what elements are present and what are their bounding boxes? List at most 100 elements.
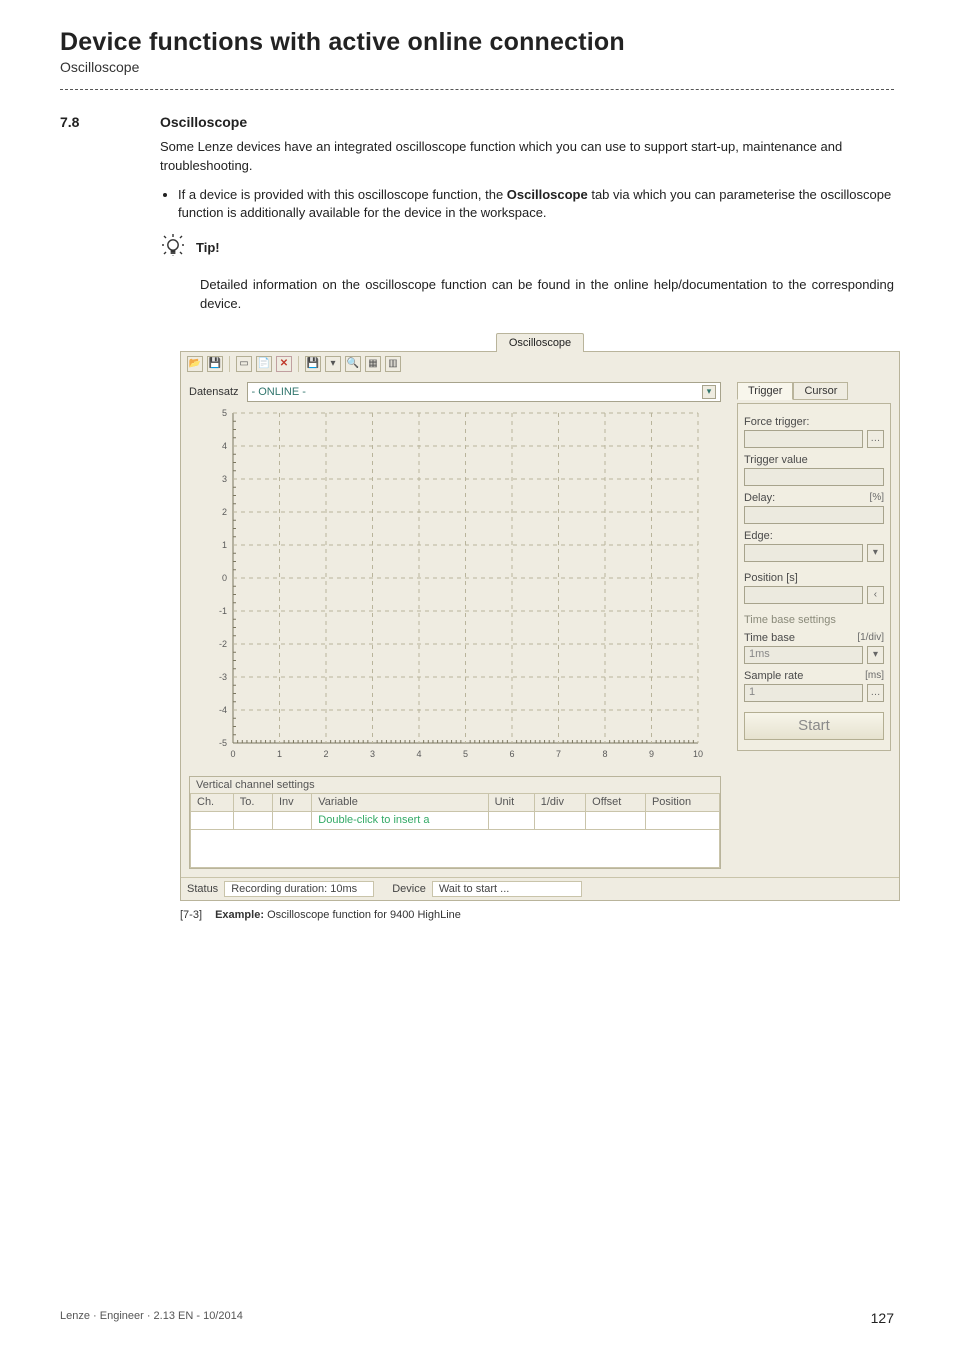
caption-label: Example: xyxy=(215,909,264,921)
save-icon[interactable]: 💾 xyxy=(207,356,223,372)
copy-icon[interactable]: 📄 xyxy=(256,356,272,372)
page-title: Device functions with active online conn… xyxy=(60,28,894,57)
timebase-input[interactable]: 1ms xyxy=(744,646,863,664)
timebase-label: Time base xyxy=(744,632,795,644)
status-label: Status xyxy=(187,883,218,895)
svg-text:-4: -4 xyxy=(219,705,227,715)
edge-dropdown-button[interactable]: ▾ xyxy=(867,544,884,562)
tab-oscilloscope[interactable]: Oscilloscope xyxy=(496,333,584,352)
samplerate-unit: [ms] xyxy=(865,670,884,682)
svg-text:-5: -5 xyxy=(219,738,227,748)
toolbar: 📂💾▭📄✕💾▾🔍▦▥ xyxy=(181,352,899,376)
tip-text: Detailed information on the oscilloscope… xyxy=(200,276,894,314)
svg-text:6: 6 xyxy=(509,749,514,759)
timebase-dropdown-button[interactable]: ▾ xyxy=(867,646,884,664)
divider xyxy=(60,89,894,90)
vch-col-unit: Unit xyxy=(488,793,534,811)
vertical-channel-settings: Vertical channel settings Ch.To.InvVaria… xyxy=(189,776,721,869)
svg-text:-1: -1 xyxy=(219,606,227,616)
start-button[interactable]: Start xyxy=(744,712,884,740)
svg-text:10: 10 xyxy=(693,749,703,759)
new-icon[interactable]: ▭ xyxy=(236,356,252,372)
edge-label: Edge: xyxy=(744,530,773,542)
svg-text:0: 0 xyxy=(230,749,235,759)
datensatz-value: - ONLINE - xyxy=(252,386,306,398)
timebase-unit: [1/div] xyxy=(857,632,884,644)
zoom-icon[interactable]: 🔍 xyxy=(345,356,361,372)
svg-text:5: 5 xyxy=(463,749,468,759)
samplerate-button[interactable]: … xyxy=(867,684,884,702)
position-label: Position [s] xyxy=(744,572,798,584)
vch-col-position: Position xyxy=(645,793,719,811)
timebase-section-title: Time base settings xyxy=(744,614,884,626)
caption-text-value: Oscilloscope function for 9400 HighLine xyxy=(267,909,461,921)
device-value: Wait to start ... xyxy=(432,881,582,897)
chevron-down-icon: ▾ xyxy=(702,385,716,399)
bullet-1-pre: If a device is provided with this oscill… xyxy=(178,187,507,202)
svg-text:7: 7 xyxy=(556,749,561,759)
vch-col-variable: Variable xyxy=(312,793,488,811)
svg-text:2: 2 xyxy=(323,749,328,759)
section-title: Oscilloscope xyxy=(160,114,247,130)
svg-text:5: 5 xyxy=(222,408,227,418)
svg-text:1: 1 xyxy=(222,540,227,550)
caption-tag: [7-3] xyxy=(180,909,202,921)
svg-text:3: 3 xyxy=(370,749,375,759)
footer-left: Lenze · Engineer · 2.13 EN - 10/2014 xyxy=(60,1310,243,1326)
oscilloscope-plot: -5 -4 -3 -2 -1 0 1 2 3 4 5 0 1 2 3 4 5 6 7 8 9 10 xyxy=(203,408,703,768)
datensatz-label: Datensatz xyxy=(189,386,239,398)
svg-text:-2: -2 xyxy=(219,639,227,649)
tab-trigger[interactable]: Trigger xyxy=(737,382,793,400)
vch-col-ch: Ch. xyxy=(191,793,234,811)
page-subtitle: Oscilloscope xyxy=(60,59,894,75)
page-number: 127 xyxy=(871,1310,894,1326)
trigger-value-label: Trigger value xyxy=(744,454,808,466)
svg-text:9: 9 xyxy=(649,749,654,759)
force-trigger-button[interactable]: … xyxy=(867,430,884,448)
position-input[interactable] xyxy=(744,586,863,604)
force-trigger-input[interactable] xyxy=(744,430,863,448)
device-label: Device xyxy=(392,883,426,895)
trigger-panel: Force trigger: … Trigger value Delay: [%]… xyxy=(737,403,891,751)
vch-col-inv: Inv xyxy=(273,793,312,811)
svg-text:4: 4 xyxy=(416,749,421,759)
svg-text:-3: -3 xyxy=(219,672,227,682)
open-icon[interactable]: 📂 xyxy=(187,356,203,372)
tip-icon xyxy=(160,232,186,263)
intro-paragraph: Some Lenze devices have an integrated os… xyxy=(160,138,894,176)
edge-input[interactable] xyxy=(744,544,863,562)
bullet-1-bold: Oscilloscope xyxy=(507,187,588,202)
tip-label: Tip! xyxy=(196,240,220,255)
grid-icon[interactable]: ▦ xyxy=(365,356,381,372)
svg-text:1: 1 xyxy=(277,749,282,759)
datensatz-select[interactable]: - ONLINE - ▾ xyxy=(247,382,721,402)
force-trigger-label: Force trigger: xyxy=(744,416,809,428)
position-step-button[interactable]: ‹ xyxy=(867,586,884,604)
vch-title: Vertical channel settings xyxy=(190,777,720,793)
cfg-icon[interactable]: 💾 xyxy=(305,356,321,372)
delay-input[interactable] xyxy=(744,506,884,524)
oscilloscope-window: 📂💾▭📄✕💾▾🔍▦▥ Datensatz - ONLINE - ▾ -5-4-3… xyxy=(180,351,900,901)
delete-icon[interactable]: ✕ xyxy=(276,356,292,372)
svg-text:8: 8 xyxy=(602,749,607,759)
svg-text:4: 4 xyxy=(222,441,227,451)
section-number: 7.8 xyxy=(60,114,120,130)
delay-label: Delay: xyxy=(744,492,775,504)
vch-col-1div: 1/div xyxy=(534,793,585,811)
svg-text:3: 3 xyxy=(222,474,227,484)
table-row[interactable]: Double-click to insert a xyxy=(191,811,720,829)
table-row[interactable] xyxy=(191,829,720,867)
svg-text:0: 0 xyxy=(222,573,227,583)
samplerate-input[interactable]: 1 xyxy=(744,684,863,702)
svg-text:2: 2 xyxy=(222,507,227,517)
tab-cursor[interactable]: Cursor xyxy=(793,382,848,400)
caret-icon[interactable]: ▾ xyxy=(325,356,341,372)
trigger-value-input[interactable] xyxy=(744,468,884,486)
bullet-1: If a device is provided with this oscill… xyxy=(178,186,894,222)
vch-col-offset: Offset xyxy=(586,793,646,811)
status-value: Recording duration: 10ms xyxy=(224,881,374,897)
grid2-icon[interactable]: ▥ xyxy=(385,356,401,372)
vch-insert-msg: Double-click to insert a xyxy=(312,811,488,829)
samplerate-label: Sample rate xyxy=(744,670,803,682)
delay-unit: [%] xyxy=(870,492,884,504)
